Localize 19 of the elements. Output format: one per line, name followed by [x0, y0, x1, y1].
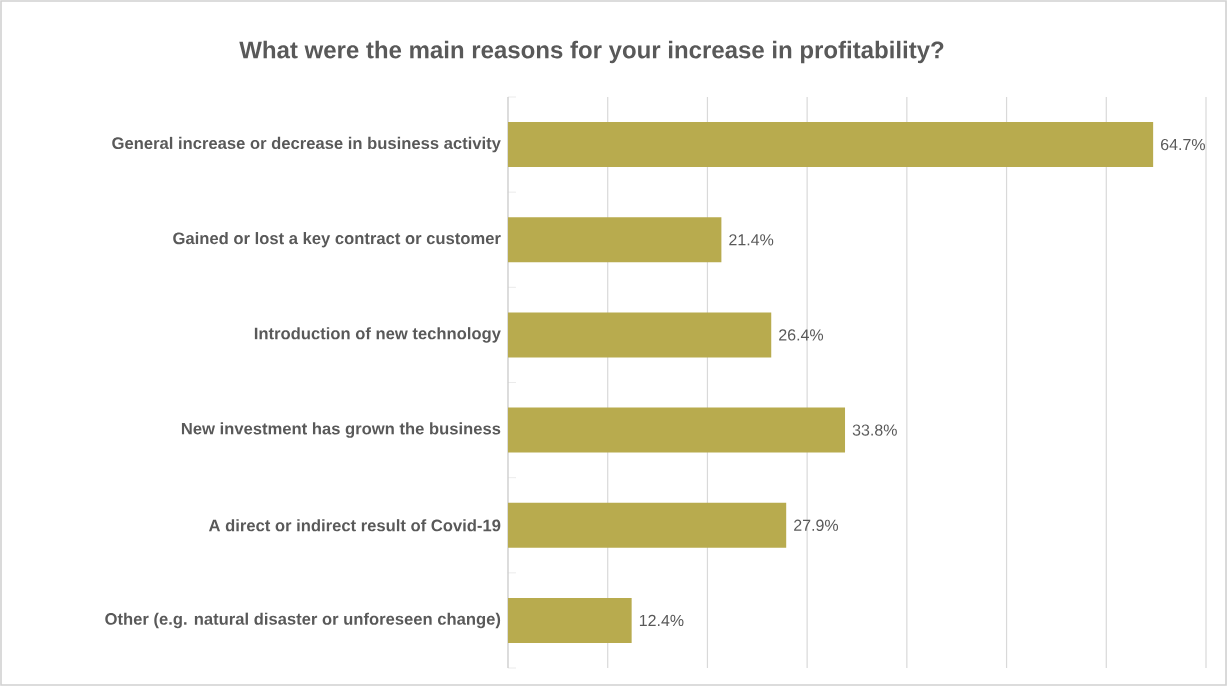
data-label: 12.4%: [639, 614, 684, 627]
y-tick-label: New investment has grown the business: [181, 422, 501, 438]
bar: [508, 312, 772, 358]
data-label: 26.4%: [779, 329, 824, 341]
y-tick-label: General increase or decrease in business activity: [112, 136, 501, 153]
data-label: 27.9%: [794, 519, 839, 531]
bar: [508, 407, 846, 453]
data-label: 21.4%: [729, 234, 774, 246]
data-label: 64.7%: [1161, 138, 1205, 151]
bar: [508, 502, 787, 548]
y-tick-label: Introduction of new technology: [254, 327, 501, 343]
y-tick-label: A direct or indirect result of Covid-19: [208, 519, 501, 532]
y-tick-label: Other (e.g. natural disaster or unforeseen change): [105, 612, 501, 629]
bar: [508, 122, 1154, 168]
chart-title: What were the main reasons for your increase in profitability?: [239, 40, 944, 64]
bar: [508, 217, 722, 263]
bar: [508, 597, 632, 643]
data-label: 33.8%: [852, 424, 897, 436]
y-tick-label: Gained or lost a key contract or customer: [173, 232, 501, 248]
